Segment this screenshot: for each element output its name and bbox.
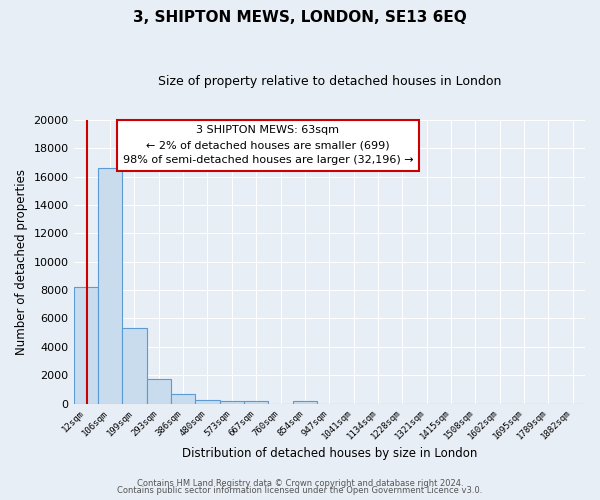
- Text: 3, SHIPTON MEWS, LONDON, SE13 6EQ: 3, SHIPTON MEWS, LONDON, SE13 6EQ: [133, 10, 467, 25]
- Bar: [146, 379, 171, 404]
- Bar: [196, 400, 220, 404]
- Text: Contains HM Land Registry data © Crown copyright and database right 2024.: Contains HM Land Registry data © Crown c…: [137, 478, 463, 488]
- Title: Size of property relative to detached houses in London: Size of property relative to detached ho…: [158, 75, 501, 88]
- Text: Contains public sector information licensed under the Open Government Licence v3: Contains public sector information licen…: [118, 486, 482, 495]
- Bar: [220, 401, 244, 404]
- Bar: [122, 328, 146, 404]
- Bar: [98, 168, 122, 404]
- X-axis label: Distribution of detached houses by size in London: Distribution of detached houses by size …: [182, 447, 477, 460]
- Y-axis label: Number of detached properties: Number of detached properties: [15, 168, 28, 354]
- Bar: [171, 394, 196, 404]
- Text: 3 SHIPTON MEWS: 63sqm
← 2% of detached houses are smaller (699)
98% of semi-deta: 3 SHIPTON MEWS: 63sqm ← 2% of detached h…: [122, 126, 413, 165]
- Bar: [244, 402, 268, 404]
- Bar: [293, 402, 317, 404]
- Bar: [74, 287, 98, 404]
